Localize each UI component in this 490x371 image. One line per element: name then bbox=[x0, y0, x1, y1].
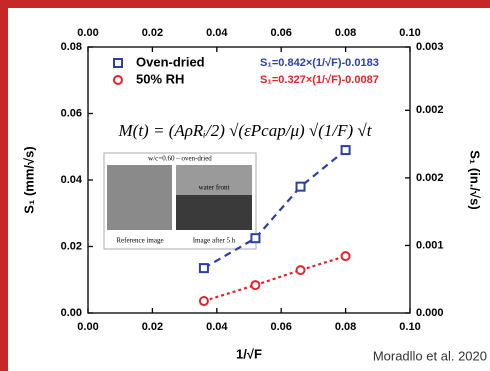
inset-front: water front bbox=[199, 184, 230, 192]
equation: M(t) = (AρRᵢ/2) √(εPcap/μ) √(1/F) √t bbox=[118, 121, 373, 140]
x-tick-label: 0.00 bbox=[77, 321, 98, 333]
legend-marker bbox=[113, 75, 123, 85]
fit-label: S₁=0.327×(1/√F)-0.0087 bbox=[260, 74, 379, 86]
point bbox=[340, 145, 351, 156]
y-tick-label: 0.00 bbox=[61, 307, 82, 319]
fit-line bbox=[203, 149, 347, 270]
x-top-tick-label: 0.06 bbox=[270, 27, 291, 39]
x-tick-label: 0.10 bbox=[399, 321, 420, 333]
point bbox=[198, 263, 209, 274]
point bbox=[250, 280, 261, 291]
x-top-tick-label: 0.04 bbox=[206, 27, 228, 39]
x-top-tick-label: 0.10 bbox=[399, 27, 420, 39]
point bbox=[250, 233, 261, 244]
y-tick-label: 0.04 bbox=[61, 174, 83, 186]
inset-photo bbox=[103, 152, 257, 250]
x-tick-label: 0.06 bbox=[270, 321, 291, 333]
fit-label: S₁=0.842×(1/√F)-0.0183 bbox=[260, 57, 379, 69]
x-tick-label: 0.08 bbox=[335, 321, 356, 333]
y2-tick-label: 0.003 bbox=[416, 41, 444, 53]
y-tick-label: 0.06 bbox=[61, 107, 82, 119]
point bbox=[295, 181, 306, 192]
x-top-tick-label: 0.08 bbox=[335, 27, 356, 39]
point bbox=[295, 265, 306, 276]
point bbox=[340, 251, 351, 262]
y-tick-label: 0.08 bbox=[61, 41, 82, 53]
credit: Moradllo et al. 2020 bbox=[373, 348, 487, 363]
y2-tick-label: 0.002 bbox=[416, 172, 444, 184]
inset-caption: Image after 5 h bbox=[193, 237, 236, 245]
legend-label: Oven-dried bbox=[136, 54, 205, 69]
y2-tick-label: 0.002 bbox=[416, 104, 444, 116]
y-tick-label: 0.02 bbox=[61, 240, 82, 252]
legend-label: 50% RH bbox=[136, 71, 184, 86]
y2-tick-label: 0.001 bbox=[416, 239, 444, 251]
x-tick-label: 0.02 bbox=[142, 321, 163, 333]
x-top-tick-label: 0.00 bbox=[77, 27, 98, 39]
x-tick-label: 0.04 bbox=[206, 321, 228, 333]
fit-line bbox=[203, 255, 346, 303]
y-axis-label: S₁ (mm/√s) bbox=[21, 146, 36, 213]
inset-caption: Reference image bbox=[116, 237, 163, 245]
inset-header: w/c=0.60 – oven-dried bbox=[148, 155, 212, 163]
legend-marker bbox=[113, 58, 123, 68]
y2-tick-label: 0.000 bbox=[416, 307, 444, 319]
y2-axis-label: S₁ (in./√s) bbox=[468, 150, 483, 209]
point bbox=[198, 296, 209, 307]
x-top-tick-label: 0.02 bbox=[142, 27, 163, 39]
x-axis-label: 1/√F bbox=[236, 346, 262, 361]
